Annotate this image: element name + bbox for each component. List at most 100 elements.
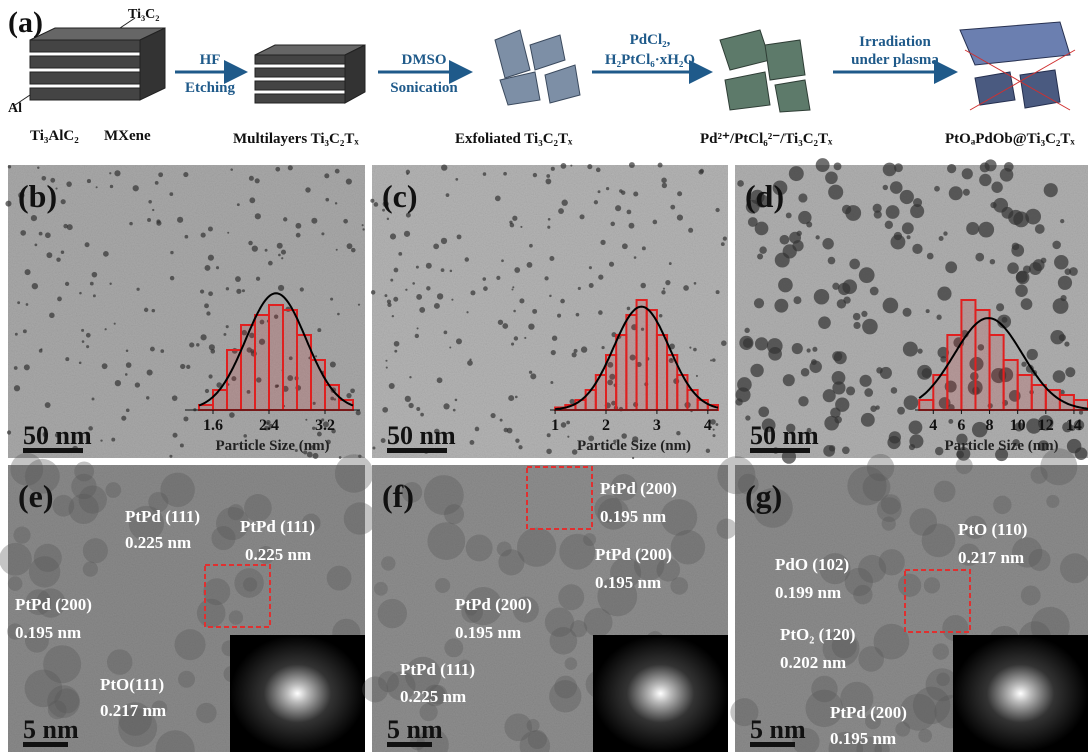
- particle: [933, 643, 949, 659]
- particle: [186, 365, 190, 369]
- particle: [288, 165, 293, 170]
- particle: [736, 387, 751, 402]
- particle: [849, 259, 860, 270]
- micrograph: [5, 165, 365, 459]
- particle: [887, 436, 900, 449]
- particle: [786, 213, 792, 219]
- label: H₂PtCl₆·xH₂O: [605, 52, 695, 68]
- particle: [712, 358, 716, 362]
- particle: [144, 308, 148, 312]
- particle: [917, 365, 932, 380]
- particle: [1015, 284, 1028, 297]
- particle: [903, 308, 912, 317]
- particle: [305, 187, 310, 192]
- particle: [146, 396, 149, 399]
- particle: [683, 285, 689, 291]
- label: Exfoliated Ti₃C₂Tₓ: [455, 131, 573, 147]
- particle: [39, 349, 43, 353]
- particle: [456, 338, 462, 344]
- particle: [327, 566, 352, 591]
- label: PtPd (200): [595, 545, 672, 564]
- scale-bar: [387, 742, 432, 747]
- particle: [216, 266, 219, 269]
- particle: [898, 574, 921, 597]
- label: PtPd (200): [455, 595, 532, 614]
- fft-inset: [230, 635, 365, 752]
- particle: [23, 329, 27, 333]
- particle: [713, 429, 715, 431]
- particle: [105, 328, 107, 330]
- label: 0.195 nm: [830, 729, 896, 748]
- particle: [66, 181, 72, 187]
- particle: [945, 261, 957, 273]
- particle: [234, 568, 264, 598]
- particle: [482, 277, 486, 281]
- particle: [278, 285, 284, 291]
- particle: [105, 482, 121, 498]
- label: 0.217 nm: [958, 548, 1024, 567]
- particle: [1044, 183, 1058, 197]
- particle: [853, 585, 872, 604]
- particle: [83, 538, 108, 563]
- particle: [1007, 262, 1019, 274]
- histogram-bar: [199, 405, 213, 410]
- particle: [394, 350, 397, 353]
- particle: [196, 703, 216, 723]
- label: 50 nm: [387, 421, 456, 450]
- particle: [93, 294, 96, 297]
- particle: [256, 277, 260, 281]
- x-tick-label: 2: [602, 417, 610, 434]
- particle: [133, 185, 139, 191]
- particle: [578, 287, 581, 290]
- particle: [109, 283, 111, 285]
- particle: [335, 454, 373, 492]
- particle: [842, 205, 851, 214]
- histogram-bar: [687, 390, 697, 410]
- particle: [315, 355, 317, 357]
- fft-inset: [593, 635, 728, 752]
- particle: [110, 185, 113, 188]
- particle: [305, 419, 307, 421]
- particle: [757, 254, 763, 260]
- particle: [882, 517, 896, 531]
- histogram-bar: [1018, 375, 1032, 410]
- particle: [465, 257, 469, 261]
- particle: [600, 240, 605, 245]
- particle: [759, 246, 766, 253]
- particle: [103, 251, 109, 257]
- particle: [296, 233, 301, 238]
- particle: [362, 224, 364, 226]
- particle: [408, 403, 413, 408]
- particle: [529, 244, 533, 248]
- particle: [416, 407, 420, 411]
- particle: [392, 315, 394, 317]
- histogram-bar: [606, 355, 616, 410]
- particle: [823, 445, 835, 457]
- particle: [723, 236, 727, 240]
- particle: [443, 403, 449, 409]
- particle: [13, 527, 30, 544]
- particle: [900, 190, 914, 204]
- particle: [545, 608, 574, 637]
- particle: [549, 295, 551, 297]
- particle: [514, 336, 518, 340]
- label: Etching: [185, 80, 236, 96]
- particle: [45, 232, 51, 238]
- particle: [991, 182, 1002, 193]
- particle: [126, 349, 129, 352]
- label: Pd²⁺/PtCl₆²⁻/Ti₃C₂Tₓ: [700, 131, 833, 147]
- particle: [904, 395, 919, 410]
- particle: [111, 438, 115, 442]
- particle: [351, 248, 356, 253]
- label: PtO(111): [100, 675, 164, 694]
- particle: [1046, 495, 1059, 508]
- histogram-bar: [616, 335, 626, 410]
- particle: [658, 163, 663, 168]
- particle: [255, 213, 261, 219]
- particle: [566, 421, 570, 425]
- particle: [281, 250, 286, 255]
- particle: [716, 290, 720, 294]
- particle: [594, 200, 598, 204]
- particle: [417, 327, 419, 329]
- particle: [43, 645, 81, 683]
